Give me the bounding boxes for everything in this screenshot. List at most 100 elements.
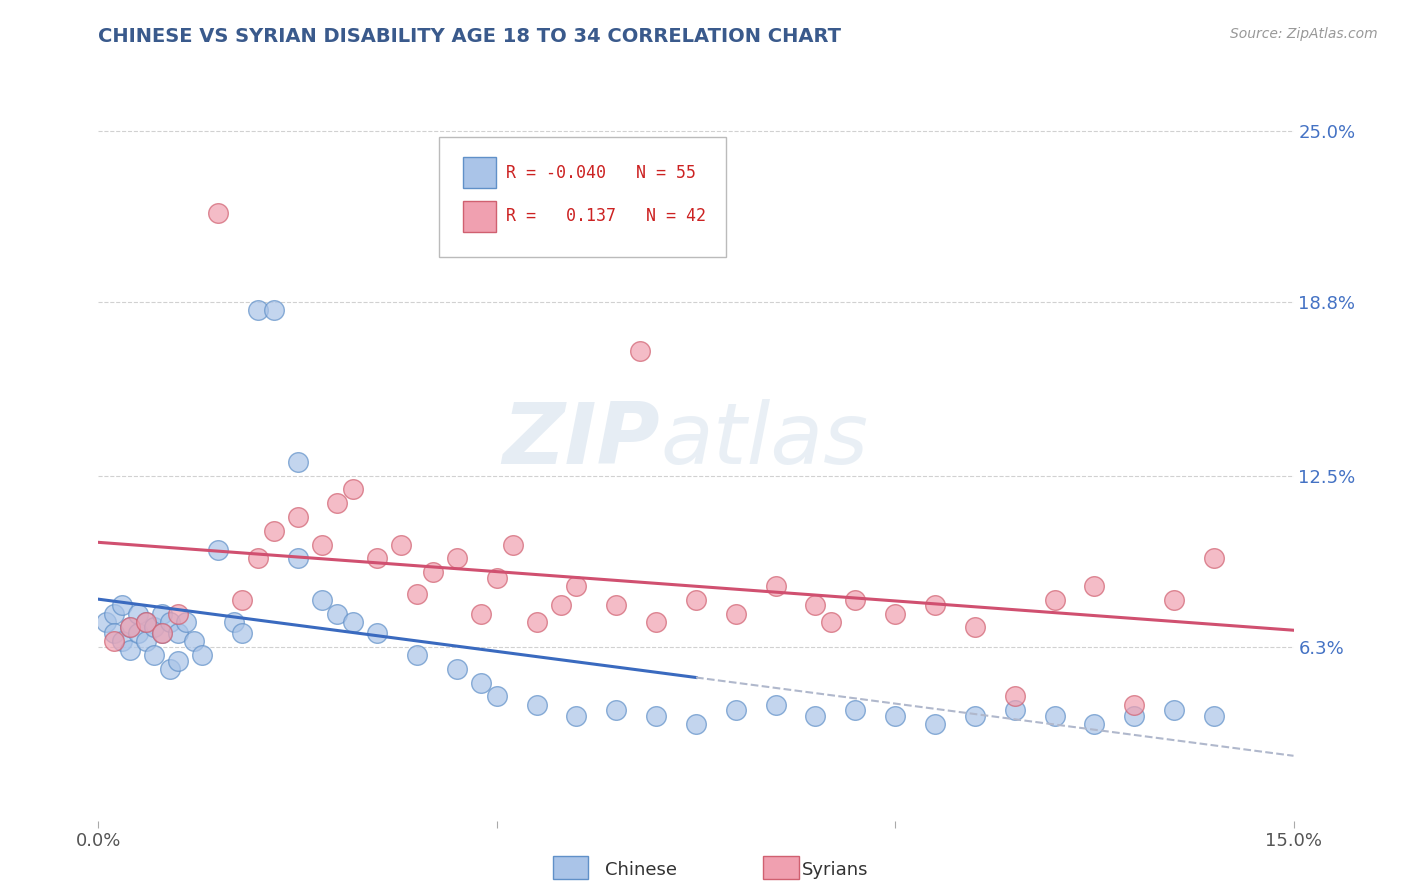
Point	[1163, 592, 1185, 607]
Point	[326, 607, 349, 621]
Text: CHINESE VS SYRIAN DISABILITY AGE 18 TO 34 CORRELATION CHART: CHINESE VS SYRIAN DISABILITY AGE 18 TO 3…	[98, 27, 841, 45]
Point	[150, 626, 173, 640]
Point	[111, 599, 134, 613]
Point	[804, 599, 827, 613]
Point	[1163, 703, 1185, 717]
Point	[605, 703, 627, 717]
Point	[135, 634, 157, 648]
Point	[1123, 708, 1146, 723]
Point	[150, 607, 173, 621]
Point	[844, 592, 866, 607]
Point	[446, 551, 468, 566]
Point	[565, 579, 588, 593]
Point	[485, 571, 508, 585]
Point	[287, 551, 309, 566]
Point	[485, 690, 508, 704]
Point	[311, 538, 333, 552]
Point	[159, 662, 181, 676]
Bar	[463, 157, 496, 188]
Point	[924, 717, 946, 731]
Point	[422, 566, 444, 580]
Point	[366, 551, 388, 566]
Point	[342, 483, 364, 497]
Point	[685, 717, 707, 731]
Point	[844, 703, 866, 717]
Point	[1083, 579, 1105, 593]
Point	[1083, 717, 1105, 731]
Point	[263, 524, 285, 538]
Point	[924, 599, 946, 613]
Point	[143, 648, 166, 662]
Point	[120, 620, 142, 634]
Point	[1202, 708, 1225, 723]
Text: Source: ZipAtlas.com: Source: ZipAtlas.com	[1230, 27, 1378, 41]
Point	[820, 615, 842, 629]
Point	[150, 626, 173, 640]
Point	[1123, 698, 1146, 712]
Point	[135, 615, 157, 629]
Point	[1202, 551, 1225, 566]
Point	[207, 543, 229, 558]
Point	[526, 698, 548, 712]
Point	[724, 703, 747, 717]
Point	[183, 634, 205, 648]
Point	[127, 607, 149, 621]
Point	[231, 626, 253, 640]
Point	[263, 303, 285, 318]
Point	[765, 698, 787, 712]
Point	[326, 496, 349, 510]
Point	[311, 592, 333, 607]
Point	[167, 626, 190, 640]
Point	[1004, 690, 1026, 704]
Point	[884, 708, 907, 723]
Point	[645, 615, 668, 629]
Point	[884, 607, 907, 621]
Point	[446, 662, 468, 676]
Point	[103, 607, 125, 621]
Point	[526, 615, 548, 629]
Text: R =   0.137   N = 42: R = 0.137 N = 42	[506, 208, 706, 226]
Point	[406, 648, 429, 662]
Point	[389, 538, 412, 552]
Point	[174, 615, 197, 629]
Point	[246, 303, 269, 318]
Point	[628, 344, 651, 359]
Point	[1043, 708, 1066, 723]
Point	[1043, 592, 1066, 607]
Point	[963, 620, 986, 634]
Point	[605, 599, 627, 613]
Point	[167, 654, 190, 668]
Text: Chinese: Chinese	[605, 861, 676, 879]
Text: atlas: atlas	[661, 399, 868, 482]
Point	[159, 615, 181, 629]
Text: R = -0.040   N = 55: R = -0.040 N = 55	[506, 163, 696, 182]
Point	[470, 607, 492, 621]
Text: ZIP: ZIP	[502, 399, 661, 482]
Point	[96, 615, 118, 629]
Point	[120, 620, 142, 634]
Point	[231, 592, 253, 607]
Point	[287, 510, 309, 524]
Bar	[463, 201, 496, 232]
Point	[963, 708, 986, 723]
Point	[103, 634, 125, 648]
Point	[685, 592, 707, 607]
Point	[246, 551, 269, 566]
Point	[366, 626, 388, 640]
Point	[191, 648, 214, 662]
Point	[287, 455, 309, 469]
Point	[120, 642, 142, 657]
Point	[765, 579, 787, 593]
Point	[222, 615, 245, 629]
Point	[470, 675, 492, 690]
Point	[406, 587, 429, 601]
Point	[1004, 703, 1026, 717]
Point	[167, 607, 190, 621]
Point	[550, 599, 572, 613]
Point	[804, 708, 827, 723]
Point	[502, 538, 524, 552]
Point	[111, 634, 134, 648]
Text: Syrians: Syrians	[801, 861, 868, 879]
Point	[127, 626, 149, 640]
FancyBboxPatch shape	[439, 136, 725, 258]
